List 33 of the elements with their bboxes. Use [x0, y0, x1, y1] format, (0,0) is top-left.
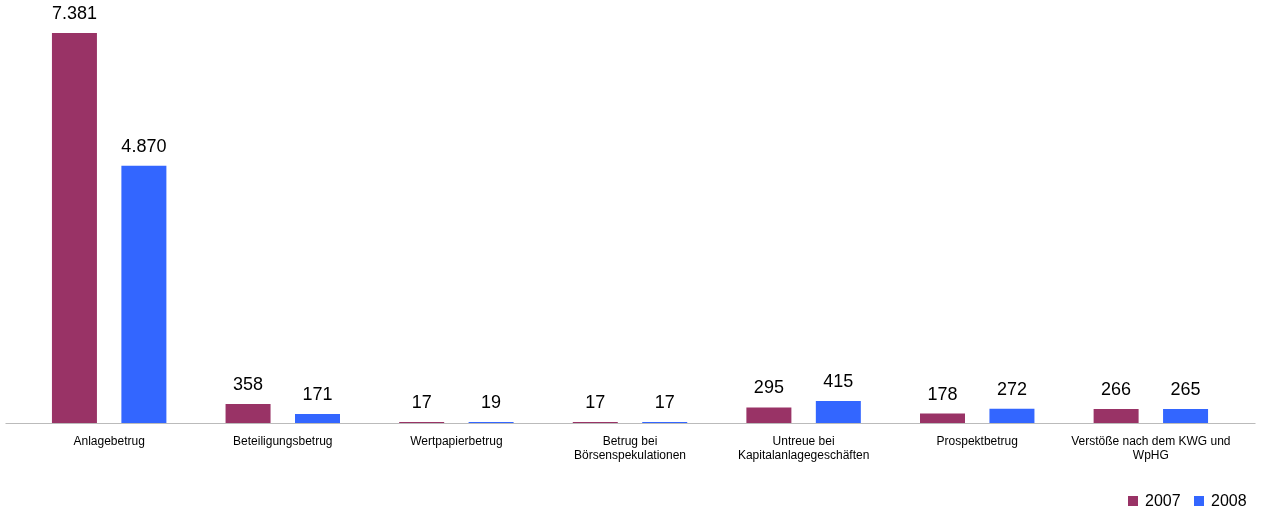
- bar: [746, 407, 792, 423]
- x-tick-label: Verstöße nach dem KWG und WpHG: [1071, 433, 1231, 462]
- data-label: 266: [1101, 378, 1132, 399]
- legend-label: 2008: [1211, 492, 1247, 509]
- x-tick-label: Anlagebetrug: [73, 433, 145, 448]
- bar: [815, 401, 861, 423]
- bar: [920, 413, 965, 423]
- data-label: 171: [302, 383, 333, 404]
- bar: [225, 404, 271, 423]
- bar: [1093, 408, 1139, 423]
- bar: [989, 408, 1035, 423]
- x-tick-label: Beteiligungsbetrug: [233, 433, 333, 448]
- data-label: 17: [585, 392, 606, 413]
- data-label: 415: [823, 371, 854, 392]
- data-label: 4.870: [121, 135, 167, 156]
- data-label: 7.381: [51, 3, 97, 23]
- data-label: 272: [996, 378, 1027, 399]
- data-label: 17: [654, 392, 675, 413]
- data-label: 265: [1170, 379, 1201, 399]
- data-label: 178: [927, 383, 958, 404]
- data-label: 295: [753, 377, 784, 398]
- bar: [121, 165, 167, 423]
- data-label: 19: [481, 392, 502, 412]
- bar: [1163, 409, 1209, 423]
- x-tick-label: Untreue bei Kapitalanlagegeschäften: [737, 433, 870, 462]
- bar: [51, 33, 97, 423]
- x-tick-label: Wertpapierbetrug: [410, 433, 503, 448]
- bar: [295, 413, 340, 423]
- x-tick-label: Prospektbetrug: [936, 433, 1018, 448]
- x-tick-label: Betrug bei Börsenspekulationen: [573, 433, 687, 462]
- legend-label: 2007: [1145, 492, 1181, 509]
- data-label: 358: [233, 374, 264, 395]
- data-label: 17: [411, 392, 432, 413]
